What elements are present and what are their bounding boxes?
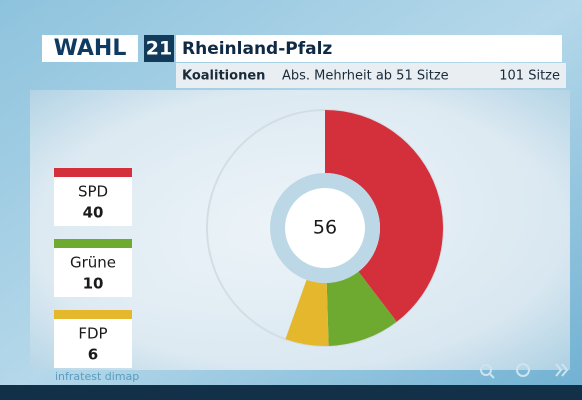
settings-icon[interactable] — [516, 363, 530, 377]
seat-total-label: 101 Sitze — [499, 69, 560, 84]
legend-value: 6 — [88, 346, 98, 364]
center-disc — [285, 188, 365, 268]
legend-swatch — [54, 310, 132, 319]
controls — [480, 363, 569, 379]
legend-swatch — [54, 168, 132, 177]
subtitle-bar — [176, 63, 566, 88]
year: 21 — [146, 38, 172, 60]
source: infratest dimap — [55, 370, 139, 383]
legend-box — [54, 168, 132, 226]
year-box — [144, 35, 174, 62]
legend-value: 40 — [83, 204, 104, 222]
chart-title: Rheinland-Pfalz — [182, 39, 332, 59]
donut-segment — [285, 279, 329, 346]
title-bar — [176, 35, 562, 62]
subtitle: Koalitionen — [182, 69, 265, 84]
legend-name: FDP — [78, 325, 107, 343]
center-value: 56 — [313, 217, 337, 239]
donut-segment — [325, 110, 443, 322]
search-icon[interactable] — [480, 364, 492, 376]
legend-swatch — [54, 239, 132, 248]
legend-box — [54, 310, 132, 368]
legend-name: Grüne — [70, 254, 116, 272]
legend-name: SPD — [78, 183, 108, 201]
brand-box — [42, 35, 138, 62]
frame-bottom — [0, 385, 582, 400]
next-icon[interactable] — [555, 363, 569, 377]
search-handle — [489, 373, 495, 379]
brand: WAHL — [54, 36, 127, 61]
legend-box — [54, 239, 132, 297]
majority-label: Abs. Mehrheit ab 51 Sitze — [282, 69, 449, 84]
legend-value: 10 — [83, 275, 104, 293]
donut-segment — [326, 271, 397, 346]
